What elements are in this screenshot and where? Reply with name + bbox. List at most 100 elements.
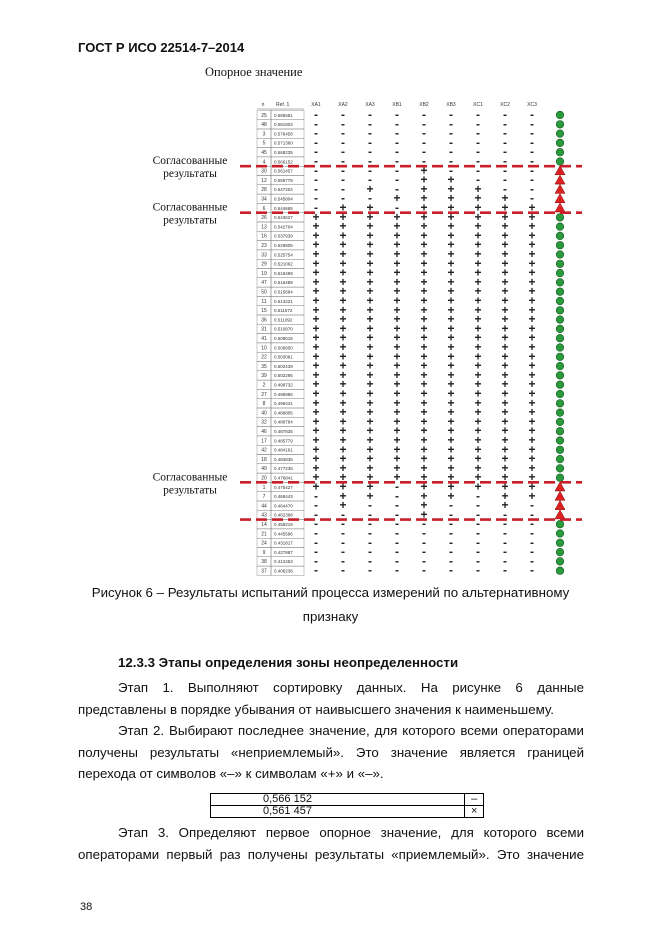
result-symbol: + [420,201,427,215]
result-symbol: + [366,294,373,308]
result-symbol: + [393,452,400,466]
result-symbol: - [530,498,534,512]
ref-circle [555,129,565,138]
ref-circle [555,250,565,259]
result-symbol: + [420,182,427,196]
ref-value: 0.515694 [274,290,293,295]
ref-circle [555,241,565,250]
ref-circle [555,389,565,399]
result-symbol: + [339,424,346,438]
result-symbol: + [501,284,508,298]
ref-circle [555,278,565,287]
result-symbol: - [314,108,318,122]
result-symbol: + [528,480,535,494]
result-symbol: + [393,424,400,438]
result-symbol: + [528,256,535,270]
result-symbol: + [447,414,454,428]
part-number: 37 [261,569,267,575]
result-symbol: + [420,284,427,298]
result-symbol: + [339,498,346,512]
part-number: 32 [261,420,267,426]
result-symbol: + [366,414,373,428]
result-symbol: - [341,554,345,568]
result-symbol: - [530,545,534,559]
ref-triangle [554,193,566,203]
ref-circle [555,464,565,473]
ref-value: 0.525754 [274,252,293,257]
result-symbol: + [528,266,535,280]
part-number: 5 [263,141,266,147]
result-symbol: - [476,126,480,140]
result-symbol: + [420,321,427,335]
result-symbol: + [339,238,346,252]
result-symbol: - [368,526,372,540]
result-symbol: + [447,182,454,196]
ref-circle [555,231,565,240]
result-symbol: + [501,368,508,382]
result-symbol: + [393,414,400,428]
result-symbol: - [530,135,534,149]
result-symbol: + [501,312,508,326]
result-symbol: + [474,461,481,475]
part-number: 30 [261,169,267,175]
result-symbol: - [530,173,534,187]
result-symbol: + [393,228,400,242]
result-symbol: + [474,480,481,494]
part-number: 19 [261,271,267,277]
ref-value: 0.529805 [274,243,293,248]
result-symbol: + [528,461,535,475]
ref-circle [555,269,565,278]
result-symbol: - [314,517,318,531]
result-symbol: + [447,247,454,261]
ref-value: 0.476841 [274,476,293,481]
result-symbol: + [528,349,535,363]
ref-circle [555,417,565,427]
result-symbol: - [341,191,345,205]
result-symbol: + [312,312,319,326]
result-symbol: + [393,321,400,335]
result-symbol: - [449,154,453,168]
result-symbol: - [341,182,345,196]
result-symbol: + [501,247,508,261]
result-symbol: - [368,517,372,531]
result-symbol: + [366,470,373,484]
result-symbol: - [530,191,534,205]
result-symbol: + [393,275,400,289]
result-symbol: + [339,219,346,233]
figure-caption: признаку [302,609,359,624]
result-symbol: + [447,340,454,354]
ref-value: 0.406238 [274,569,293,574]
result-symbol: - [395,498,399,512]
result-symbol: + [366,238,373,252]
result-symbol: + [312,228,319,242]
result-symbol: + [393,284,400,298]
part-number: 40 [261,410,267,416]
result-symbol: - [341,126,345,140]
result-symbol: + [528,377,535,391]
result-symbol: + [501,331,508,345]
result-symbol: + [312,387,319,401]
ref-circle [555,529,565,538]
paragraph: Этап 3. Определяют первое опорное значен… [78,825,584,862]
result-symbol: - [368,163,372,177]
part-number: 4 [263,159,266,165]
result-symbol: - [314,554,318,568]
result-symbol: + [312,210,319,224]
result-symbol: + [339,312,346,326]
part-number: 16 [261,234,267,240]
result-symbol: + [420,210,427,224]
part-number: 42 [261,448,267,454]
result-symbol: + [312,266,319,280]
result-symbol: + [393,433,400,447]
result-symbol: + [447,359,454,373]
result-symbol: - [314,526,318,540]
part-number: 21 [261,531,267,537]
ref-triangle [554,202,566,213]
result-symbol: - [449,526,453,540]
ref-value: 0.427887 [274,550,293,555]
result-symbol: - [530,535,534,549]
cell-box [270,565,305,576]
result-symbol: + [312,219,319,233]
result-symbol: - [476,489,480,503]
result-symbol: - [368,108,372,122]
